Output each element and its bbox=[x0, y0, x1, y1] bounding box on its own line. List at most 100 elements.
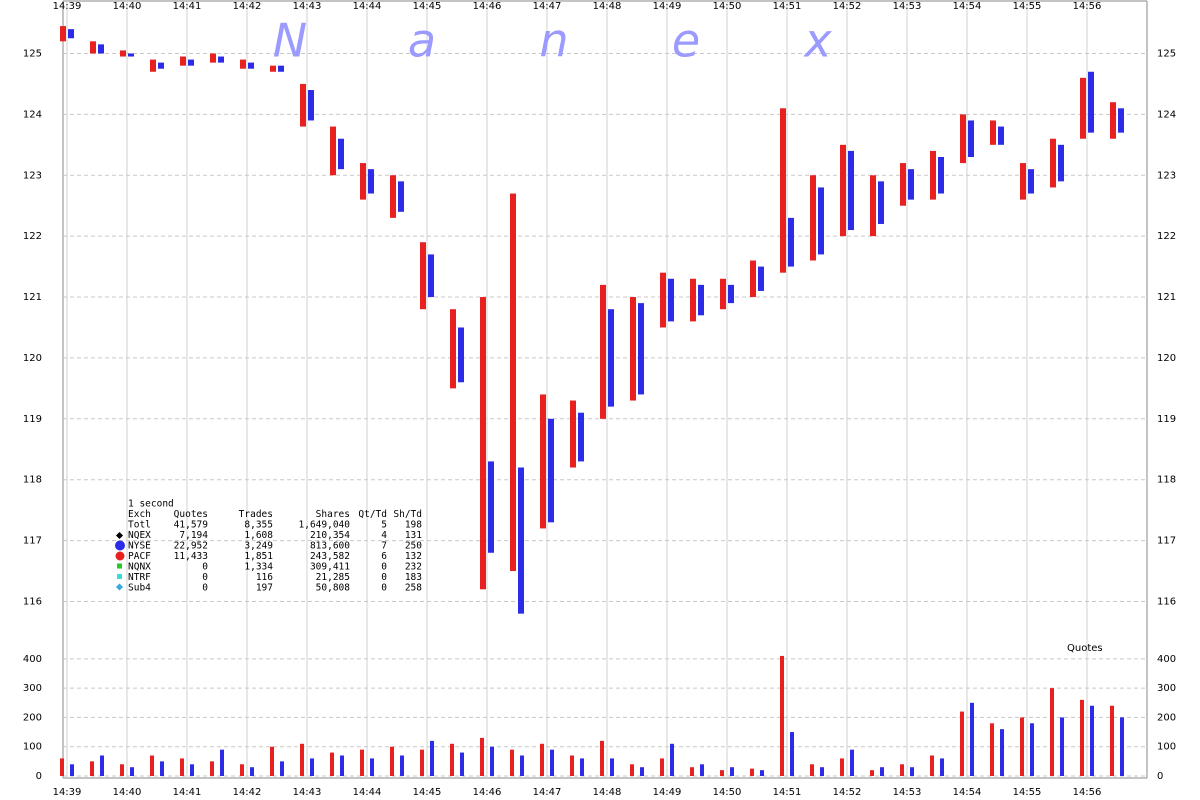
stats-cell: 3,249 bbox=[244, 541, 273, 552]
x-tick-label: 14:46 bbox=[473, 1, 502, 12]
stats-cell: 132 bbox=[405, 551, 422, 562]
stats-cell: 8,355 bbox=[244, 520, 273, 531]
bar bbox=[550, 749, 554, 776]
bar bbox=[1060, 717, 1064, 776]
bar bbox=[250, 767, 254, 776]
stats-cell: 813,600 bbox=[310, 541, 350, 552]
price-range bbox=[848, 150, 854, 231]
bar bbox=[60, 758, 64, 776]
price-range bbox=[870, 175, 876, 237]
bar bbox=[180, 758, 184, 776]
y-tick-label: 120 bbox=[1157, 353, 1176, 364]
stats-cell: 22,952 bbox=[174, 541, 208, 552]
price-range bbox=[630, 297, 636, 401]
price-range bbox=[368, 169, 374, 194]
bar bbox=[900, 764, 904, 776]
price-range bbox=[1020, 163, 1026, 200]
bar bbox=[540, 743, 544, 776]
x-tick-label: 14:51 bbox=[773, 1, 802, 12]
price-range bbox=[1110, 102, 1116, 139]
bar bbox=[450, 743, 454, 776]
y-tick-label: 125 bbox=[23, 48, 42, 59]
y-tick-label: 117 bbox=[23, 536, 42, 547]
stats-header: Trades bbox=[239, 509, 273, 520]
stats-cell: 0 bbox=[381, 562, 387, 573]
stats-header: Sh/Td bbox=[393, 509, 422, 520]
price-range bbox=[758, 266, 764, 291]
stats-cell: 41,579 bbox=[174, 520, 209, 531]
price-range bbox=[60, 26, 66, 42]
x-tick-label: 14:48 bbox=[593, 1, 622, 12]
price-range bbox=[188, 59, 194, 66]
stats-cell: Totl bbox=[128, 520, 151, 531]
bar bbox=[720, 770, 724, 776]
price-range bbox=[248, 62, 254, 69]
y-tick-label: 100 bbox=[23, 742, 42, 753]
stats-cell: 258 bbox=[405, 583, 422, 594]
watermark: x bbox=[802, 14, 832, 68]
stats-cell: 1,649,040 bbox=[299, 520, 351, 531]
stats-cell: 250 bbox=[405, 541, 422, 552]
x-tick-label: 14:41 bbox=[173, 787, 202, 798]
price-range bbox=[450, 309, 456, 389]
price-range bbox=[720, 278, 726, 310]
bar bbox=[220, 749, 224, 776]
watermark: N bbox=[273, 14, 307, 68]
bar bbox=[280, 761, 284, 776]
bar bbox=[910, 767, 914, 776]
stats-cell: 198 bbox=[405, 520, 422, 531]
stats-cell: NQNX bbox=[128, 562, 151, 573]
y-tick-label: 300 bbox=[23, 683, 42, 694]
x-tick-label: 14:43 bbox=[293, 787, 322, 798]
bar bbox=[930, 755, 934, 776]
stats-cell: 1,851 bbox=[244, 551, 273, 562]
price-range bbox=[218, 56, 224, 63]
price-range bbox=[90, 41, 96, 54]
stats-header: Exch bbox=[128, 509, 151, 520]
stats-cell: 6 bbox=[381, 551, 387, 562]
bar bbox=[850, 749, 854, 776]
stats-cell: 1,334 bbox=[244, 562, 273, 573]
y-tick-label: 200 bbox=[23, 712, 42, 723]
bar bbox=[700, 764, 704, 776]
y-tick-label: 118 bbox=[1157, 475, 1176, 486]
x-tick-label: 14:40 bbox=[113, 1, 142, 12]
price-range bbox=[570, 400, 576, 468]
price-range bbox=[578, 412, 584, 462]
watermark: n bbox=[539, 14, 568, 68]
price-range bbox=[638, 303, 644, 395]
price-range bbox=[458, 327, 464, 383]
bar bbox=[810, 764, 814, 776]
stats-cell: 7 bbox=[381, 541, 387, 552]
price-range bbox=[68, 29, 74, 39]
bar bbox=[570, 755, 574, 776]
price-range bbox=[1050, 138, 1056, 188]
bar bbox=[670, 743, 674, 776]
bar bbox=[510, 749, 514, 776]
price-range bbox=[510, 193, 516, 572]
stats-cell: 0 bbox=[202, 572, 208, 583]
x-tick-label: 14:47 bbox=[533, 787, 562, 798]
price-range bbox=[540, 394, 546, 529]
price-range bbox=[518, 467, 524, 614]
price-range bbox=[878, 181, 884, 224]
price-range bbox=[668, 278, 674, 322]
bar bbox=[420, 749, 424, 776]
x-tick-label: 14:53 bbox=[893, 787, 922, 798]
x-tick-label: 14:52 bbox=[833, 1, 862, 12]
stats-cell: 0 bbox=[202, 562, 208, 573]
stats-cell: 131 bbox=[405, 530, 422, 541]
x-tick-label: 14:50 bbox=[713, 787, 742, 798]
price-range bbox=[210, 53, 216, 63]
stats-cell: 5 bbox=[381, 520, 387, 531]
stats-cell: 50,808 bbox=[316, 583, 351, 594]
y-tick-label: 123 bbox=[1157, 170, 1176, 181]
bar bbox=[400, 755, 404, 776]
bar bbox=[730, 767, 734, 776]
x-tick-label: 14:41 bbox=[173, 1, 202, 12]
bar bbox=[360, 749, 364, 776]
watermark: e bbox=[672, 14, 700, 68]
price-range bbox=[818, 187, 824, 255]
bar bbox=[100, 755, 104, 776]
